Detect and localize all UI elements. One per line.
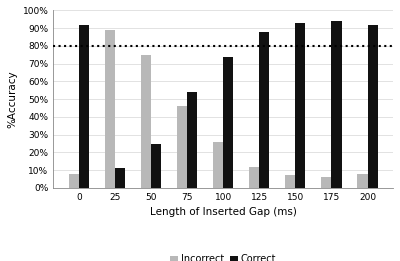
Bar [321, 177, 332, 188]
Bar [151, 144, 161, 188]
Bar [368, 25, 378, 188]
Bar [187, 92, 197, 188]
Bar [357, 174, 368, 188]
X-axis label: Length of Inserted Gap (ms): Length of Inserted Gap (ms) [150, 207, 296, 217]
Bar [79, 25, 89, 188]
Bar [259, 32, 269, 188]
Bar [141, 55, 151, 188]
Bar [213, 142, 223, 188]
Bar [332, 21, 342, 188]
Y-axis label: %Accuracy: %Accuracy [7, 70, 17, 128]
Legend: Incorrect, Correct: Incorrect, Correct [166, 251, 280, 261]
Bar [115, 168, 125, 188]
Bar [295, 23, 306, 188]
Bar [177, 106, 187, 188]
Bar [69, 174, 79, 188]
Bar [285, 175, 295, 188]
Bar [105, 30, 115, 188]
Bar [223, 57, 233, 188]
Bar [249, 167, 259, 188]
